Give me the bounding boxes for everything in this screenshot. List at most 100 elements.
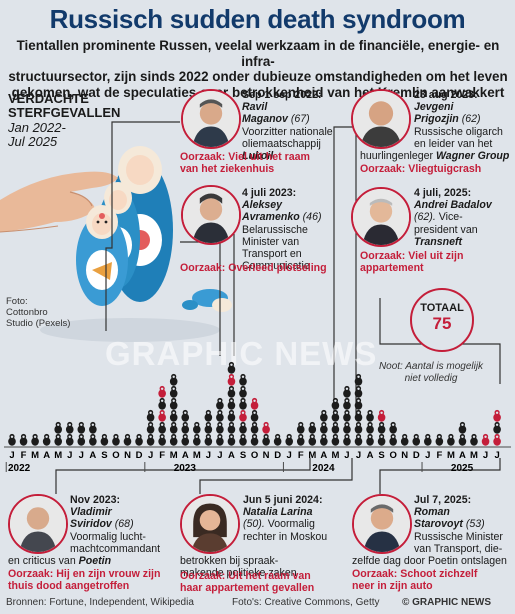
month-tick-label: A bbox=[89, 450, 96, 461]
doll-marker bbox=[285, 433, 294, 446]
month-tick-label: J bbox=[425, 450, 430, 461]
avatar bbox=[351, 89, 411, 149]
cause-sviridov: Oorzaak: Hij en zijn vrouw zijn thuis do… bbox=[8, 568, 161, 593]
month-tick-label: D bbox=[136, 450, 143, 461]
note: Noot: Aantal is mogelijk niet volledig bbox=[378, 361, 484, 384]
avatar bbox=[181, 89, 241, 149]
doll-marker bbox=[239, 373, 247, 386]
cause-avramenko: Oorzaak: Overleed plotseling bbox=[180, 262, 327, 274]
month-tick-label: N bbox=[263, 450, 270, 461]
doll-marker bbox=[354, 373, 363, 386]
doll-marker bbox=[239, 397, 247, 410]
year-label: 2022 bbox=[8, 463, 31, 474]
doll-marker bbox=[250, 409, 259, 422]
doll-marker bbox=[193, 421, 201, 434]
doll-marker bbox=[262, 433, 270, 446]
doll-marker bbox=[42, 433, 51, 446]
month-tick-label: O bbox=[112, 450, 119, 461]
doll-marker bbox=[296, 421, 305, 434]
doll-marker bbox=[343, 385, 351, 398]
year-label: 2025 bbox=[451, 463, 474, 474]
month-tick-label: N bbox=[124, 450, 131, 461]
doll-marker bbox=[158, 409, 166, 422]
month-tick-label: O bbox=[389, 450, 396, 461]
month-tick-label: J bbox=[356, 450, 361, 461]
doll-marker bbox=[262, 421, 270, 434]
doll-marker bbox=[227, 385, 236, 398]
doll-marker bbox=[77, 421, 86, 434]
doll-marker bbox=[239, 385, 247, 398]
doll-marker bbox=[343, 409, 351, 422]
case-prigozjin-cont: huurlingenleger Wagner Group bbox=[360, 150, 510, 162]
month-tick-label: J bbox=[483, 450, 488, 461]
subtitle: Tientallen prominente Russen, veelal wer… bbox=[8, 38, 508, 100]
doll-marker bbox=[204, 421, 213, 434]
doll-marker bbox=[19, 433, 28, 446]
month-tick-label: A bbox=[182, 450, 189, 461]
doll-marker bbox=[493, 409, 501, 422]
doll-marker bbox=[65, 421, 74, 434]
doll-marker bbox=[343, 433, 351, 446]
case-avramenko: 4 juli 2023: Aleksey Avramenko (46) Bela… bbox=[242, 187, 322, 273]
doll-marker bbox=[169, 421, 178, 434]
sources: Bronnen: Fortune, Independent, Wikipedia bbox=[6, 597, 194, 608]
doll-marker bbox=[331, 409, 340, 422]
month-tick-label: D bbox=[274, 450, 281, 461]
month-tick-label: N bbox=[401, 450, 408, 461]
month-tick-label: M bbox=[470, 450, 478, 461]
doll-marker bbox=[250, 433, 259, 446]
month-tick-label: M bbox=[447, 450, 455, 461]
month-tick-label: J bbox=[79, 450, 84, 461]
doll-marker bbox=[146, 421, 155, 434]
doll-marker bbox=[204, 409, 213, 422]
doll-marker bbox=[354, 397, 363, 410]
doll-marker bbox=[239, 421, 247, 434]
doll-marker bbox=[470, 433, 478, 446]
doll-marker bbox=[54, 433, 62, 446]
period-label: Jan 2022- Jul 2025 bbox=[8, 120, 66, 149]
month-tick-label: F bbox=[21, 450, 27, 461]
month-tick-label: A bbox=[228, 450, 235, 461]
doll-marker bbox=[389, 421, 397, 434]
doll-marker bbox=[112, 433, 120, 446]
doll-marker bbox=[424, 433, 432, 446]
month-tick-label: J bbox=[217, 450, 222, 461]
month-tick-label: A bbox=[43, 450, 50, 461]
case-starovoyt: Jul 7, 2025: Roman Starovoyt (53) Russis… bbox=[414, 494, 503, 555]
doll-marker bbox=[493, 421, 501, 434]
doll-marker bbox=[89, 433, 97, 446]
doll-marker bbox=[65, 433, 74, 446]
doll-marker bbox=[227, 421, 236, 434]
doll-marker bbox=[169, 433, 178, 446]
photo-credit: Foto: Cottonbro Studio (Pexels) bbox=[6, 296, 71, 329]
avatar bbox=[352, 494, 412, 554]
doll-marker bbox=[366, 421, 374, 434]
cause-badalov: Oorzaak: Viel uit zijn appartement bbox=[360, 250, 464, 275]
doll-marker bbox=[89, 421, 97, 434]
doll-marker bbox=[400, 433, 409, 446]
doll-marker bbox=[239, 433, 247, 446]
month-tick-label: J bbox=[67, 450, 72, 461]
doll-marker bbox=[354, 433, 363, 446]
case-larina-cont: betrokken bij spraak- makende politieke … bbox=[180, 555, 297, 580]
month-tick-label: J bbox=[494, 450, 499, 461]
doll-marker bbox=[169, 409, 178, 422]
doll-marker bbox=[227, 397, 236, 410]
doll-marker bbox=[331, 421, 340, 434]
doll-marker bbox=[343, 421, 351, 434]
case-sviridov: Nov 2023: Vladimir Sviridov (68) Voormal… bbox=[70, 494, 161, 555]
doll-marker bbox=[366, 433, 374, 446]
month-tick-label: F bbox=[159, 450, 165, 461]
cause-prigozjin: Oorzaak: Vliegtuigcrash bbox=[360, 163, 482, 175]
doll-marker bbox=[169, 373, 178, 386]
case-prigozjin: 23 aug 2023: Jevgeni Prigozjin (62) Russ… bbox=[414, 89, 503, 150]
month-tick-label: M bbox=[308, 450, 316, 461]
doll-marker bbox=[320, 421, 328, 434]
doll-marker bbox=[100, 433, 109, 446]
matryoshka-illustration bbox=[0, 146, 232, 342]
doll-marker bbox=[250, 421, 259, 434]
case-badalov: 4 juli, 2025: Andrei Badalov (62). Vice-… bbox=[414, 187, 492, 248]
doll-marker bbox=[308, 433, 317, 446]
doll-marker bbox=[204, 433, 213, 446]
month-tick-label: M bbox=[31, 450, 39, 461]
